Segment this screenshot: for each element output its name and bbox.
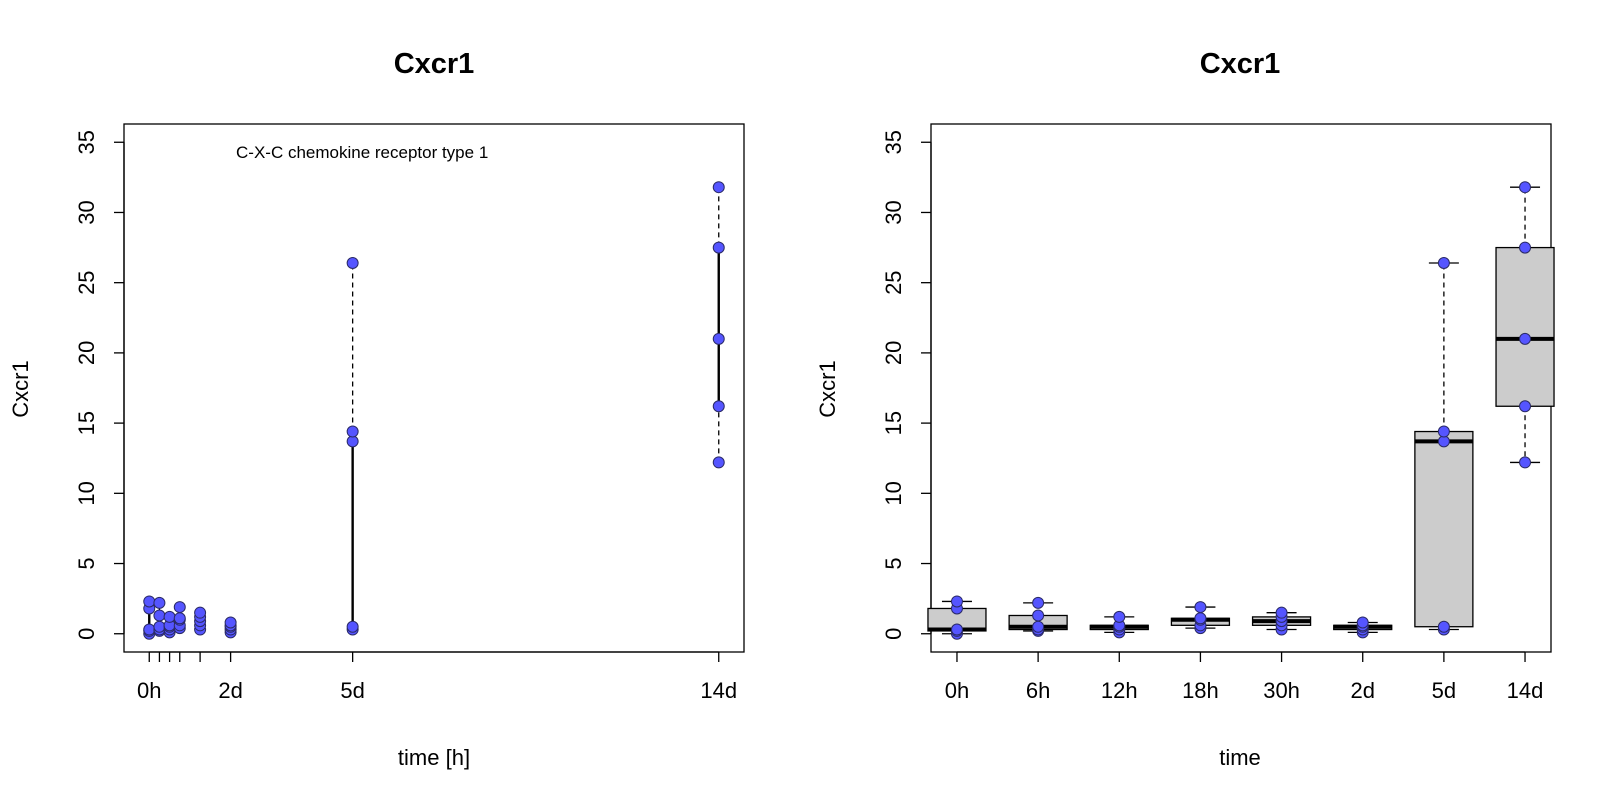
y-tick-label: 0 [74, 628, 99, 640]
right-chart-title: Cxcr1 [1200, 48, 1281, 80]
data-point [712, 400, 725, 413]
data-point [712, 456, 725, 469]
x-tick-label: 0h [945, 678, 969, 703]
x-tick-label: 5d [340, 678, 364, 703]
data-point [1032, 609, 1045, 622]
x-tick-label: 5d [1432, 678, 1456, 703]
y-tick-label: 30 [881, 200, 906, 224]
y-tick-label: 35 [74, 130, 99, 154]
data-point [1519, 400, 1532, 413]
data-point [712, 332, 725, 345]
data-point [153, 620, 166, 633]
left-y-axis-label: Cxcr1 [8, 360, 33, 417]
data-point [163, 610, 176, 623]
data-point [194, 606, 207, 619]
data-point [346, 425, 359, 438]
y-tick-label: 10 [881, 481, 906, 505]
box-panel: Cxcr1 time Cxcr1 0 5 10 15 20 25 30 35 0h 6h 12h 18… [815, 48, 1555, 770]
data-point [1437, 257, 1450, 270]
data-point [1356, 616, 1369, 629]
data-point [143, 595, 156, 608]
right-x-axis-label: time [1219, 745, 1261, 770]
x-tick-label: 0h [137, 678, 161, 703]
data-point [143, 623, 156, 636]
data-point [1032, 596, 1045, 609]
data-point [224, 616, 237, 629]
data-point [173, 612, 186, 625]
right-y-axis-label: Cxcr1 [815, 360, 840, 417]
y-tick-label: 20 [74, 341, 99, 365]
data-point [950, 595, 963, 608]
y-tick-label: 0 [881, 628, 906, 640]
data-point [153, 596, 166, 609]
data-point [1519, 181, 1532, 194]
y-tick-label: 20 [881, 341, 906, 365]
y-tick-label: 30 [74, 200, 99, 224]
left-plot-marks: 0 5 10 15 20 25 30 35 0h 2d 5d 14d [74, 130, 737, 703]
data-point [1437, 425, 1450, 438]
data-point [153, 609, 166, 622]
data-point [346, 257, 359, 270]
x-tick-label: 2d [218, 678, 242, 703]
y-tick-label: 35 [881, 130, 906, 154]
data-point [1437, 620, 1450, 633]
data-point [1519, 456, 1532, 469]
y-tick-label: 25 [74, 270, 99, 294]
left-annotation: C-X-C chemokine receptor type 1 [236, 143, 488, 162]
y-tick-label: 15 [74, 411, 99, 435]
data-point [173, 601, 186, 614]
data-point [1032, 620, 1045, 633]
data-point [1275, 606, 1288, 619]
data-point [1194, 612, 1207, 625]
x-tick-label: 2d [1350, 678, 1374, 703]
x-tick-label: 30h [1263, 678, 1300, 703]
y-tick-label: 15 [881, 411, 906, 435]
data-point [712, 241, 725, 254]
data-point [712, 181, 725, 194]
x-tick-label: 6h [1026, 678, 1050, 703]
y-tick-label: 25 [881, 270, 906, 294]
data-point [346, 620, 359, 633]
left-chart-title: Cxcr1 [394, 48, 475, 80]
y-tick-label: 10 [74, 481, 99, 505]
x-tick-label: 14d [1507, 678, 1544, 703]
data-point [1519, 241, 1532, 254]
x-tick-label: 18h [1182, 678, 1219, 703]
data-point [1519, 332, 1532, 345]
left-plot-frame [123, 123, 745, 653]
data-point [1113, 610, 1126, 623]
left-x-axis-label: time [h] [398, 745, 470, 770]
x-tick-label: 12h [1101, 678, 1138, 703]
data-point [950, 623, 963, 636]
data-point [1194, 601, 1207, 614]
box [1414, 430, 1474, 628]
x-tick-label: 14d [700, 678, 737, 703]
y-tick-label: 5 [881, 557, 906, 569]
box [1495, 246, 1555, 407]
scatter-panel: Cxcr1 time [h] Cxcr1 C-X-C chemokine rec… [8, 48, 745, 770]
right-plot-marks: 0 5 10 15 20 25 30 35 0h 6h 12h 18h 30h 2d 5d 14d [881, 130, 1555, 703]
y-tick-label: 5 [74, 557, 99, 569]
